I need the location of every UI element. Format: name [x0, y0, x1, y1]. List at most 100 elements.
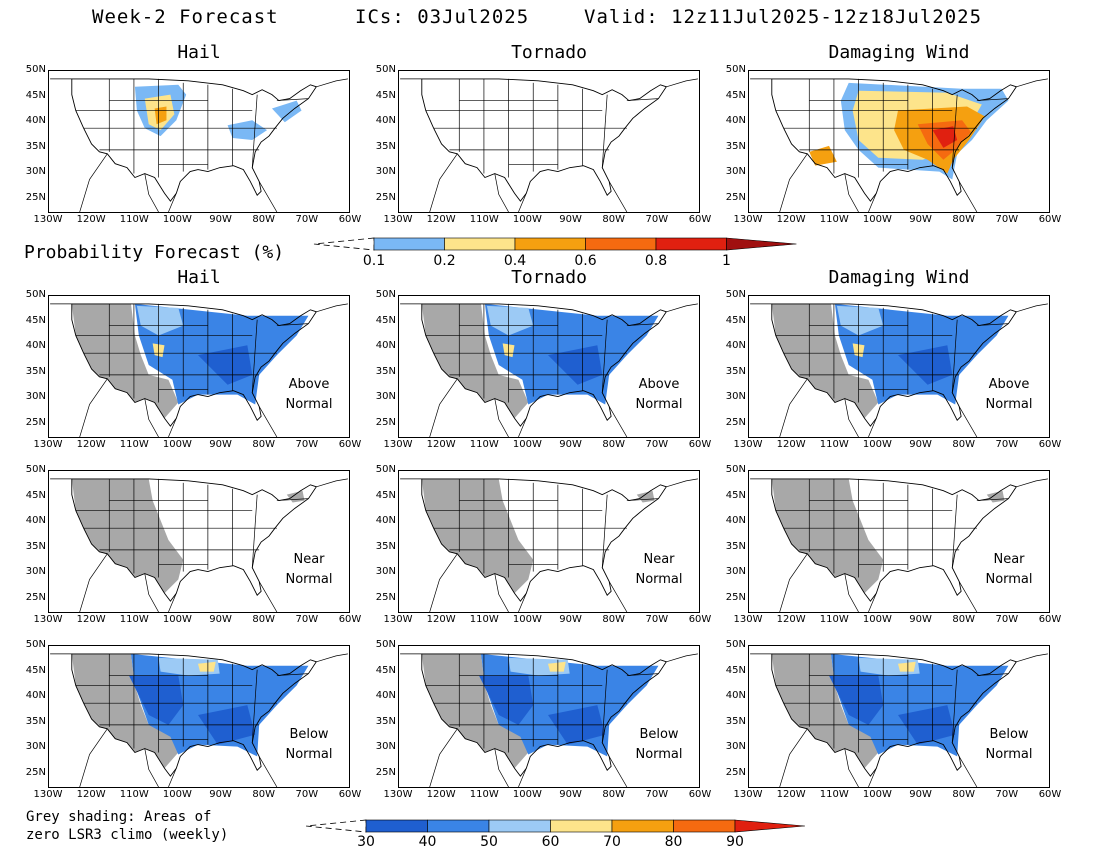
- coastline-line: [494, 398, 509, 437]
- map-panel-near-tornado: [398, 470, 700, 613]
- longitude-tick-label: 120W: [776, 789, 806, 800]
- longitude-tick-label: 90W: [909, 614, 932, 625]
- map-canvas: [50, 478, 348, 612]
- state-border-line: [951, 494, 958, 568]
- latitude-tick-label: 25N: [725, 591, 746, 603]
- longitude-tick-label: 70W: [995, 439, 1019, 450]
- coastline-line: [258, 581, 278, 612]
- anomaly-label-above: Above Normal: [974, 375, 1044, 415]
- longitude-tick-label: 120W: [76, 789, 106, 800]
- coastline-line: [144, 573, 159, 612]
- colorbar-tick-label: 40: [419, 834, 437, 850]
- coastline-line: [779, 153, 808, 212]
- state-border-line: [601, 669, 608, 743]
- latitude-tick-label: 35N: [725, 540, 746, 552]
- coastline-line: [844, 173, 859, 212]
- coastline-line: [518, 418, 527, 437]
- us-outline: [421, 653, 668, 777]
- longitude-tick-label: 90W: [559, 789, 582, 800]
- state-border-line: [276, 498, 309, 501]
- state-border-line: [251, 94, 258, 168]
- map-panel-probability-damaging-wind: [748, 70, 1050, 213]
- longitude-tick-label: 110W: [119, 614, 149, 625]
- state-border-line: [251, 669, 258, 743]
- coastline-line: [79, 728, 108, 787]
- longitude-tick-label: 70W: [295, 614, 319, 625]
- colorbar-segment: [655, 237, 727, 251]
- state-border-line: [626, 498, 659, 501]
- map-panel-near-hail: [48, 470, 350, 613]
- coastline-line: [494, 573, 509, 612]
- longitude-tick-label: 120W: [426, 214, 456, 225]
- longitude-tick-label: 130W: [33, 789, 63, 800]
- hail-blue-east-region: [227, 120, 268, 141]
- anomaly-label-near: Near Normal: [624, 550, 694, 590]
- longitude-tick-label: 80W: [952, 439, 976, 450]
- footnote: Grey shading: Areas of zero LSR3 climo (…: [26, 808, 228, 844]
- longitude-tick-label: 70W: [995, 614, 1019, 625]
- colorbar-right-triangle: [726, 237, 797, 251]
- wind-orange-southwest-region: [809, 145, 837, 166]
- longitude-tick-label: 80W: [602, 439, 626, 450]
- us-outline: [771, 653, 1018, 777]
- wind-red-region: [932, 126, 958, 148]
- colorbar-tick-label: 80: [665, 834, 683, 850]
- grey-northeast-region: [286, 490, 305, 503]
- latitude-tick-label: 30N: [25, 566, 46, 577]
- map-panel-probability-tornado: [398, 70, 700, 213]
- coastline-line: [258, 756, 278, 787]
- longitude-tick-label: 130W: [733, 614, 763, 625]
- latitude-tick-label: 35N: [725, 365, 746, 377]
- longitude-tick-label: 90W: [209, 614, 232, 625]
- us-outline: [71, 478, 318, 602]
- below-yellow-region: [548, 661, 566, 672]
- coastline-line: [258, 181, 278, 212]
- coastline-line: [429, 728, 458, 787]
- longitude-tick-label: 130W: [383, 614, 413, 625]
- coastline-line: [608, 181, 628, 212]
- latitude-tick-label: 30N: [375, 566, 396, 577]
- coastline-line: [429, 378, 458, 437]
- anomaly-label-below: Below Normal: [974, 725, 1044, 765]
- longitude-tick-label: 90W: [209, 789, 232, 800]
- longitude-tick-label: 90W: [209, 214, 232, 225]
- longitude-tick-label: 130W: [383, 439, 413, 450]
- colorbar-tick-label: 1: [722, 253, 731, 269]
- longitude-tick-label: 130W: [33, 439, 63, 450]
- colorbar-segment: [514, 237, 586, 251]
- coastline-line: [316, 478, 348, 488]
- latitude-tick-label: 25N: [375, 766, 396, 778]
- longitude-tick-label: 130W: [733, 214, 763, 225]
- anomaly-label-line-1: Above: [638, 377, 680, 392]
- colorbar-segment: [611, 819, 674, 833]
- latitude-tick-label: 25N: [25, 591, 46, 603]
- anomaly-label-line-2: Normal: [285, 572, 333, 587]
- map-canvas: [750, 303, 1048, 437]
- longitude-tick-label: 60W: [688, 214, 712, 225]
- anomaly-label-below: Below Normal: [274, 725, 344, 765]
- longitude-tick-label: 70W: [295, 214, 319, 225]
- state-border-line: [976, 98, 1009, 101]
- anomaly-label-line-1: Below: [639, 727, 679, 742]
- longitude-tick-label: 120W: [426, 439, 456, 450]
- latitude-tick-label: 40N: [25, 115, 46, 126]
- latitude-tick-label: 30N: [25, 391, 46, 402]
- anomaly-label-line-1: Above: [288, 377, 330, 392]
- column-title-hail: Hail: [177, 42, 221, 63]
- longitude-tick-label: 90W: [909, 789, 932, 800]
- state-border-line: [251, 494, 258, 568]
- longitude-tick-label: 130W: [733, 789, 763, 800]
- longitude-tick-label: 60W: [1038, 439, 1062, 450]
- latitude-tick-label: 35N: [375, 715, 396, 727]
- state-border-line: [951, 94, 958, 168]
- below-yellow-region: [198, 661, 216, 672]
- latitude-tick-label: 45N: [25, 314, 46, 326]
- map-panel-above-hail: [48, 295, 350, 438]
- latitude-tick-label: 40N: [25, 340, 46, 351]
- coastline-line: [666, 653, 698, 663]
- latitude-tick-label: 40N: [725, 340, 746, 351]
- coastline-line: [79, 153, 108, 212]
- state-border-line: [626, 673, 659, 676]
- colorbar-segment: [488, 819, 551, 833]
- latitude-tick-label: 35N: [725, 715, 746, 727]
